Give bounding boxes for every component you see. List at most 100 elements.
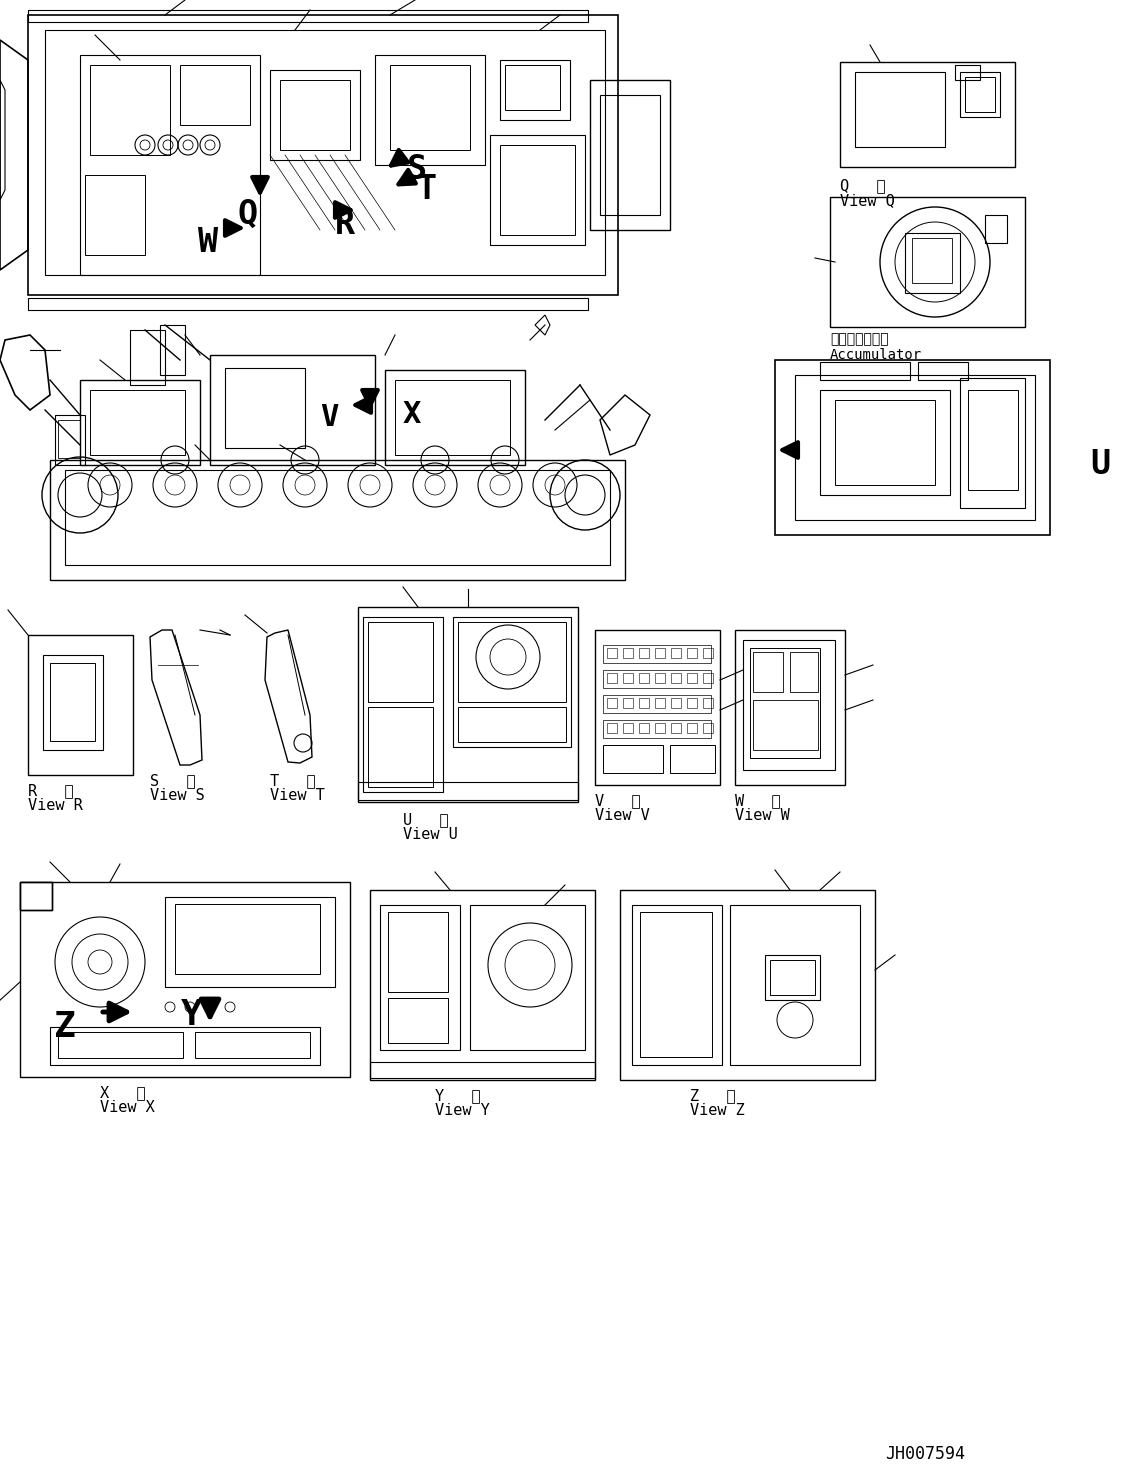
Bar [607, 723, 617, 733]
Bar [458, 622, 566, 702]
Text: X   視: X 視 [100, 1085, 146, 1100]
Text: View T: View T [270, 789, 325, 803]
Bar [905, 233, 960, 293]
Bar [639, 673, 649, 683]
Text: U: U [1090, 449, 1110, 481]
Bar [225, 368, 305, 449]
Bar [80, 380, 200, 465]
Bar [385, 369, 525, 465]
Polygon shape [21, 883, 52, 910]
Bar [750, 648, 820, 758]
Text: View S: View S [149, 789, 204, 803]
Text: S: S [407, 152, 427, 186]
Text: View R: View R [29, 798, 83, 814]
Bar [670, 745, 715, 773]
Bar [58, 1032, 183, 1058]
Bar [388, 912, 448, 992]
Bar [370, 1061, 594, 1078]
Text: View Z: View Z [690, 1102, 745, 1119]
Bar [160, 325, 185, 375]
Bar [703, 673, 713, 683]
Bar [835, 400, 934, 485]
Bar [687, 673, 697, 683]
Text: Y   視: Y 視 [435, 1088, 480, 1102]
Bar [735, 630, 845, 784]
Bar [29, 635, 133, 776]
Bar [55, 415, 84, 465]
Bar [830, 196, 1025, 327]
Bar [358, 781, 578, 800]
Bar [369, 622, 432, 702]
Bar [968, 390, 1018, 490]
Bar [130, 330, 165, 386]
Text: T: T [416, 173, 437, 207]
Text: View V: View V [594, 808, 649, 822]
Bar [44, 29, 605, 276]
Text: Q: Q [238, 198, 258, 232]
Bar [623, 723, 633, 733]
Bar [639, 723, 649, 733]
Bar [602, 745, 663, 773]
Bar [58, 419, 80, 457]
Text: W: W [197, 226, 218, 259]
Text: W   視: W 視 [735, 793, 780, 808]
Text: U   視: U 視 [403, 812, 448, 827]
Bar [639, 698, 649, 708]
Text: Y: Y [181, 998, 203, 1032]
Bar [505, 65, 560, 110]
Bar [363, 617, 443, 792]
Bar [65, 471, 610, 564]
Text: T   視: T 視 [270, 773, 316, 789]
Bar [623, 698, 633, 708]
Bar [703, 698, 713, 708]
Bar [602, 695, 711, 712]
Text: Accumulator: Accumulator [830, 347, 922, 362]
Bar [175, 905, 319, 973]
Bar [29, 298, 588, 309]
Bar [602, 670, 711, 688]
Text: Z: Z [54, 1010, 75, 1044]
Bar [655, 698, 665, 708]
Bar [965, 78, 995, 111]
Bar [165, 897, 335, 987]
Bar [687, 723, 697, 733]
Text: R: R [335, 208, 355, 240]
Bar [50, 460, 625, 581]
Bar [500, 60, 570, 120]
Text: Z   視: Z 視 [690, 1088, 736, 1102]
Bar [84, 174, 145, 255]
Bar [960, 72, 1000, 117]
Bar [671, 723, 681, 733]
Text: R   視: R 視 [29, 783, 74, 798]
Bar [280, 81, 350, 150]
Bar [607, 673, 617, 683]
Bar [795, 375, 1035, 520]
Bar [602, 645, 711, 663]
Text: V   視: V 視 [594, 793, 640, 808]
Bar [500, 145, 575, 235]
Bar [80, 56, 260, 276]
Bar [919, 362, 968, 380]
Bar [770, 960, 815, 995]
Bar [195, 1032, 310, 1058]
Bar [453, 617, 570, 748]
Bar [29, 15, 618, 295]
Bar [590, 81, 670, 230]
Bar [640, 912, 712, 1057]
Bar [764, 954, 820, 1000]
Text: View U: View U [403, 827, 458, 841]
Text: Q   視: Q 視 [840, 177, 885, 194]
Bar [703, 648, 713, 658]
Bar [687, 648, 697, 658]
Bar [470, 905, 585, 1050]
Bar [90, 390, 185, 454]
Bar [180, 65, 250, 125]
Bar [912, 237, 952, 283]
Bar [607, 648, 617, 658]
Text: アキュムレータ: アキュムレータ [830, 331, 889, 346]
Bar [671, 648, 681, 658]
Bar [29, 10, 588, 22]
Text: View Y: View Y [435, 1102, 489, 1119]
Bar [50, 1028, 319, 1064]
Bar [790, 652, 818, 692]
